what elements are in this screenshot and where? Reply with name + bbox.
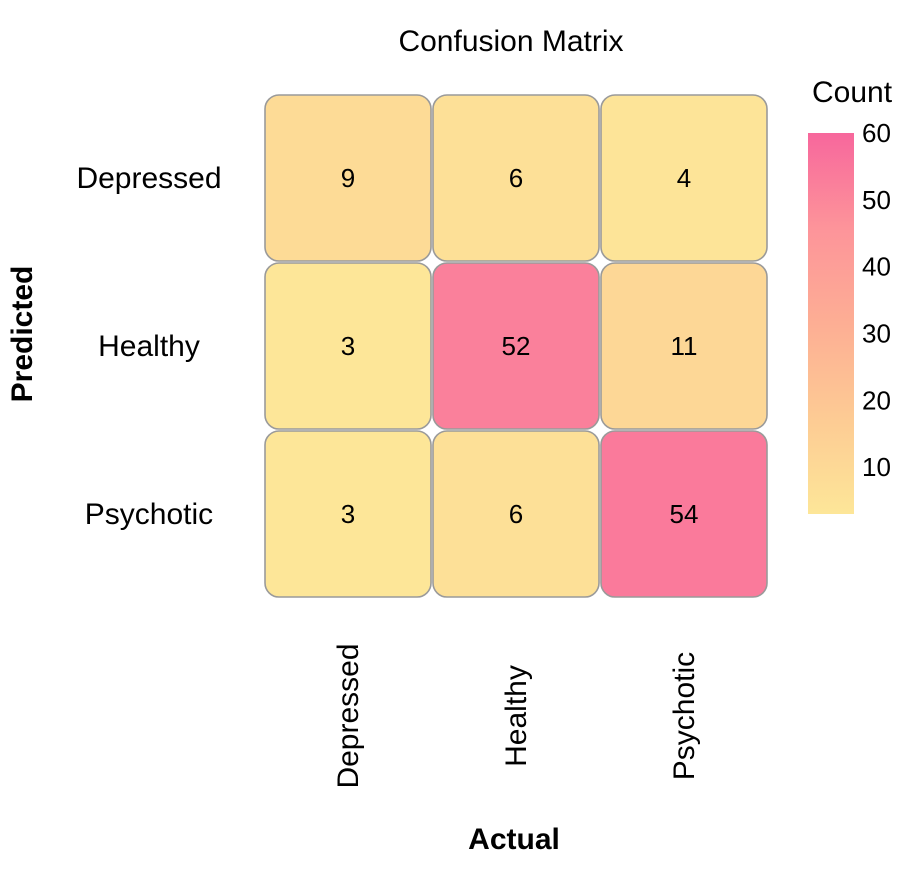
cell-value-label: 3 (341, 331, 355, 361)
cell-value-label: 52 (502, 331, 531, 361)
colorbar-title: Count (812, 76, 893, 109)
colorbar-tick-label: 50 (862, 185, 891, 215)
cell-value-label: 4 (677, 163, 691, 193)
colorbar-tick-label: 10 (862, 452, 891, 482)
x-tick-label: Healthy (500, 665, 533, 767)
colorbar (808, 133, 854, 514)
heatmap-cell (600, 430, 768, 598)
colorbar-tick-label: 30 (862, 319, 891, 349)
cell-value-label: 6 (509, 499, 523, 529)
cell-value-labels: 9 6 4 3 52 11 3 6 54 (341, 163, 699, 529)
x-tick-labels: Depressed Healthy Psychotic (332, 643, 701, 788)
x-axis-title: Actual (468, 823, 560, 856)
y-axis-title: Predicted (6, 266, 39, 403)
y-tick-label: Depressed (76, 162, 221, 195)
x-tick-label: Psychotic (668, 652, 701, 780)
cell-value-label: 11 (671, 331, 698, 361)
y-tick-labels: Depressed Healthy Psychotic (76, 162, 221, 531)
heatmap-cells (264, 94, 768, 598)
colorbar-tick-label: 40 (862, 252, 891, 282)
heatmap-cell (432, 262, 600, 430)
heatmap-cell (432, 430, 600, 598)
heatmap-cell (600, 262, 768, 430)
cell-value-label: 54 (670, 499, 699, 529)
heatmap-cell (264, 94, 432, 262)
heatmap-cell (264, 262, 432, 430)
heatmap-cell (264, 430, 432, 598)
y-tick-label: Healthy (98, 330, 200, 363)
heatmap-cell (600, 94, 768, 262)
chart-title: Confusion Matrix (398, 25, 623, 58)
cell-value-label: 6 (509, 163, 523, 193)
cell-value-label: 3 (341, 499, 355, 529)
heatmap-cell (432, 94, 600, 262)
colorbar-tick-labels: 10 20 30 40 50 60 (862, 118, 891, 482)
cell-value-label: 9 (341, 163, 355, 193)
colorbar-tick-label: 20 (862, 385, 891, 415)
x-tick-label: Depressed (332, 643, 365, 788)
y-tick-label: Psychotic (85, 498, 213, 531)
colorbar-tick-label: 60 (862, 118, 891, 148)
